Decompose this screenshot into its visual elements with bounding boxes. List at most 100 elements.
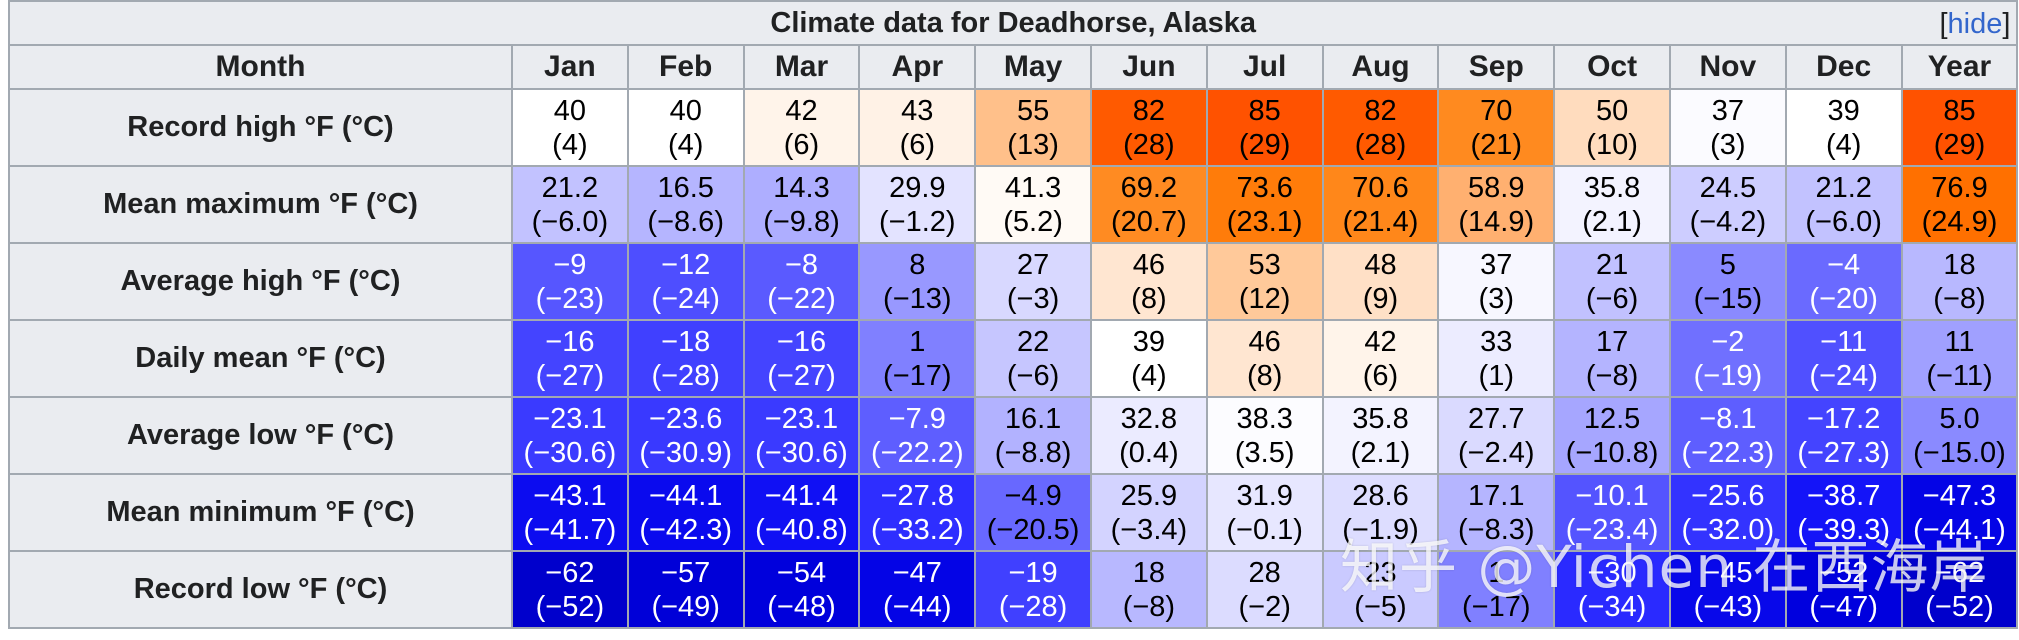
table-row: Record high °F (°C) 40 (4) 40 (4) 42 (6) 43 (6) 5… <box>8 88 2019 167</box>
table-cell: 39 (4) <box>1089 319 1208 398</box>
fahrenheit-value: 40 <box>553 94 587 127</box>
table-cell: 37 (3) <box>1437 242 1556 321</box>
row-label: Record high °F (°C) <box>8 88 513 167</box>
row-label: Average high °F (°C) <box>8 242 513 321</box>
fahrenheit-value: 39 <box>1827 94 1860 127</box>
fahrenheit-value: 33 <box>1480 325 1513 358</box>
fahrenheit-value: −4.9 <box>1004 479 1062 512</box>
table-cell: 27 (−3) <box>974 242 1092 321</box>
table-cell: 23 (−5) <box>1321 550 1440 629</box>
table-cell: 53 (12) <box>1205 242 1324 321</box>
celsius-value: (−5) <box>1354 590 1407 623</box>
hide-toggle[interactable]: [hide] <box>1939 8 2010 41</box>
celsius-value: (5.2) <box>1003 205 1063 238</box>
table-cell: 58.9 (14.9) <box>1437 165 1556 244</box>
celsius-value: (−8) <box>1933 282 1986 315</box>
fahrenheit-value: −18 <box>661 325 711 358</box>
celsius-value: (−13) <box>883 282 952 315</box>
celsius-value: (−0.1) <box>1226 513 1303 546</box>
celsius-value: (28) <box>1354 128 1407 161</box>
fahrenheit-value: 24.5 <box>1699 171 1757 204</box>
celsius-value: (4) <box>667 128 704 161</box>
celsius-value: (−44) <box>883 590 952 623</box>
table-cell: −23.6 (−30.9) <box>626 396 745 475</box>
table-cell: 73.6 (23.1) <box>1205 165 1324 244</box>
celsius-value: (−3) <box>1006 282 1060 315</box>
row-label: Average low °F (°C) <box>8 396 513 475</box>
fahrenheit-value: 37 <box>1480 248 1513 281</box>
fahrenheit-value: 5.0 <box>1939 402 1980 435</box>
table-cell: 18 (−8) <box>1089 550 1208 629</box>
celsius-value: (−8) <box>1585 359 1639 392</box>
table-cell: 40 (4) <box>626 88 745 167</box>
table-cell: 43 (6) <box>858 88 977 167</box>
table-cell: −4.9 (−20.5) <box>974 473 1092 552</box>
table-cell: 70.6 (21.4) <box>1321 165 1440 244</box>
fahrenheit-value: −10.1 <box>1575 479 1649 512</box>
fahrenheit-value: 42 <box>1364 325 1397 358</box>
table-cell: −17.2 (−27.3) <box>1784 396 1903 475</box>
table-cell: 37 (3) <box>1668 88 1787 167</box>
celsius-value: (29) <box>1238 128 1291 161</box>
celsius-value: (−1.2) <box>879 205 956 238</box>
fahrenheit-value: 21.2 <box>541 171 599 204</box>
watermark: 知乎 @Yichen 在西海岸 <box>1340 533 1989 601</box>
fahrenheit-value: 46 <box>1132 248 1166 281</box>
celsius-value: (−23) <box>535 282 605 315</box>
celsius-value: (9) <box>1362 282 1399 315</box>
celsius-value: (−17) <box>883 359 952 392</box>
table-cell: 25.9 (−3.4) <box>1089 473 1208 552</box>
row-label: Daily mean °F (°C) <box>8 319 513 398</box>
table-row: Record low °F (°C) −62 (−52) −57 (−49) −54 (−4… <box>8 550 2019 629</box>
celsius-value: (3.5) <box>1234 436 1295 469</box>
fahrenheit-value: −7.9 <box>888 402 946 435</box>
table-cell: 33 (1) <box>1437 319 1556 398</box>
fahrenheit-value: −11 <box>1820 325 1868 358</box>
celsius-value: (6) <box>783 128 820 161</box>
celsius-value: (−11) <box>1926 359 1993 392</box>
table-cell: 70 (21) <box>1437 88 1556 167</box>
celsius-value: (−20.5) <box>986 513 1080 546</box>
fahrenheit-value: 55 <box>1016 94 1050 127</box>
table-cell: −57 (−49) <box>626 550 745 629</box>
celsius-value: (−6) <box>1006 359 1060 392</box>
table-row: Mean maximum °F (°C) 21.2 (−6.0) 16.5 (−8.6)… <box>8 165 2019 244</box>
fahrenheit-value: 46 <box>1248 325 1281 358</box>
celsius-value: (−47) <box>1809 590 1878 623</box>
table-row: Daily mean °F (°C) −16 (−27) −18 (−28) −16 (−2… <box>8 319 2019 398</box>
celsius-value: (4) <box>1825 128 1862 161</box>
table-cell: −8.1 (−22.3) <box>1668 396 1787 475</box>
climate-table: Climate data for Deadhorse, Alaska [hide… <box>7 0 2019 629</box>
celsius-value: (−8) <box>1122 590 1176 623</box>
celsius-value: (−1.9) <box>1342 513 1419 546</box>
fahrenheit-value: −23.1 <box>533 402 607 435</box>
table-cell: 76.9 (24.9) <box>1900 165 2019 244</box>
fahrenheit-value: −47.3 <box>1922 479 1997 512</box>
celsius-value: (−27.3) <box>1797 436 1891 469</box>
celsius-value: (−3.4) <box>1110 513 1188 546</box>
fahrenheit-value: 40 <box>669 94 702 127</box>
hide-link[interactable]: hide <box>1947 8 2003 40</box>
table-cell: −45 (−43) <box>1668 550 1787 629</box>
celsius-value: (−8.3) <box>1457 513 1535 546</box>
table-cell: −47.3 (−44.1) <box>1900 473 2019 552</box>
fahrenheit-value: 21 <box>1595 248 1629 281</box>
fahrenheit-value: 48 <box>1364 248 1397 281</box>
table-title: Climate data for Deadhorse, Alaska <box>770 6 1257 39</box>
celsius-value: (13) <box>1007 128 1059 161</box>
celsius-value: (−41.7) <box>523 513 617 546</box>
fahrenheit-value: −17.2 <box>1806 402 1881 435</box>
fahrenheit-value: −27.8 <box>880 479 954 512</box>
table-cell: 5.0 (−15.0) <box>1900 396 2019 475</box>
celsius-value: (−4.2) <box>1689 205 1767 238</box>
table-cell: 82 (28) <box>1089 88 1208 167</box>
fahrenheit-value: −30 <box>1587 556 1637 589</box>
celsius-value: (2.1) <box>1582 205 1642 238</box>
table-cell: 85 (29) <box>1205 88 1324 167</box>
celsius-value: (−52) <box>1925 590 1994 623</box>
fahrenheit-value: 18 <box>1943 248 1976 281</box>
celsius-value: (28) <box>1123 128 1175 161</box>
table-cell: −47 (−44) <box>858 550 977 629</box>
celsius-value: (−27) <box>535 359 605 392</box>
table-cell: 28 (−2) <box>1205 550 1324 629</box>
